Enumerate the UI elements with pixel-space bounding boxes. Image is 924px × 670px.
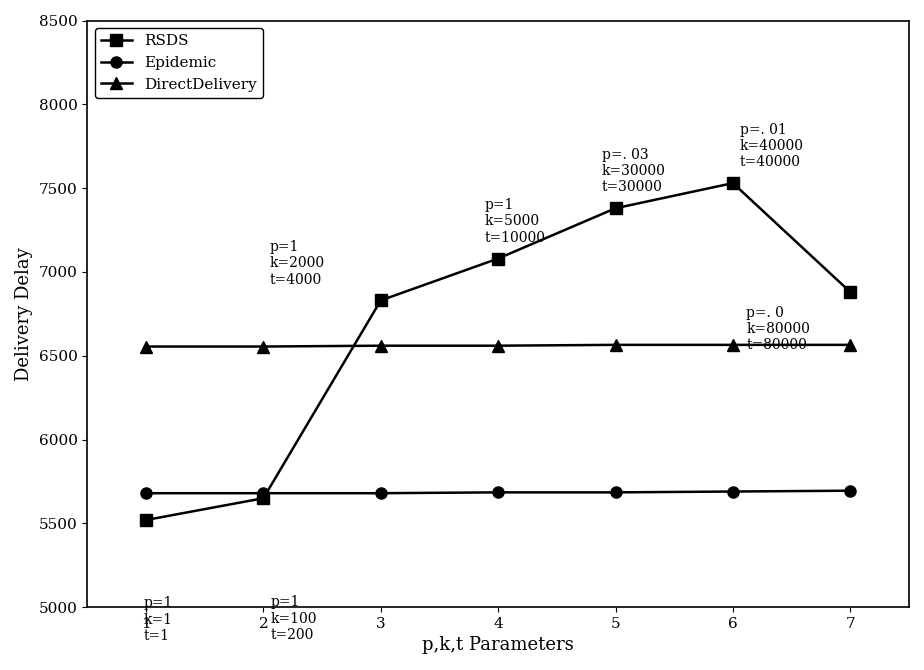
Text: p=. 03
k=30000
t=30000: p=. 03 k=30000 t=30000 [602,148,665,194]
RSDS [845,288,856,296]
RSDS [375,296,386,304]
Epidemic [258,489,269,497]
Epidemic [610,488,621,496]
Epidemic [845,486,856,494]
DirectDelivery [140,342,152,350]
Epidemic [492,488,504,496]
Text: p=1
k=5000
t=10000: p=1 k=5000 t=10000 [484,198,545,245]
RSDS [140,516,152,524]
Text: p=1
k=1
t=1: p=1 k=1 t=1 [143,596,173,643]
DirectDelivery [845,341,856,349]
Epidemic [140,489,152,497]
X-axis label: p,k,t Parameters: p,k,t Parameters [422,636,574,655]
RSDS [258,494,269,502]
Legend: RSDS, Epidemic, DirectDelivery: RSDS, Epidemic, DirectDelivery [95,28,262,98]
Y-axis label: Delivery Delay: Delivery Delay [15,247,33,381]
RSDS [492,255,504,263]
DirectDelivery [727,341,738,349]
Line: DirectDelivery: DirectDelivery [140,339,856,352]
DirectDelivery [375,342,386,350]
RSDS [727,179,738,187]
DirectDelivery [492,342,504,350]
Text: p=1
k=2000
t=4000: p=1 k=2000 t=4000 [270,240,324,287]
DirectDelivery [610,341,621,349]
Line: RSDS: RSDS [140,178,856,525]
DirectDelivery [258,342,269,350]
Text: p=1
k=100
t=200: p=1 k=100 t=200 [271,596,317,642]
Text: p=. 0
k=80000
t=80000: p=. 0 k=80000 t=80000 [747,306,810,352]
Text: p=. 01
k=40000
t=40000: p=. 01 k=40000 t=40000 [740,123,804,170]
Epidemic [727,488,738,496]
Epidemic [375,489,386,497]
RSDS [610,204,621,212]
Line: Epidemic: Epidemic [140,485,856,498]
